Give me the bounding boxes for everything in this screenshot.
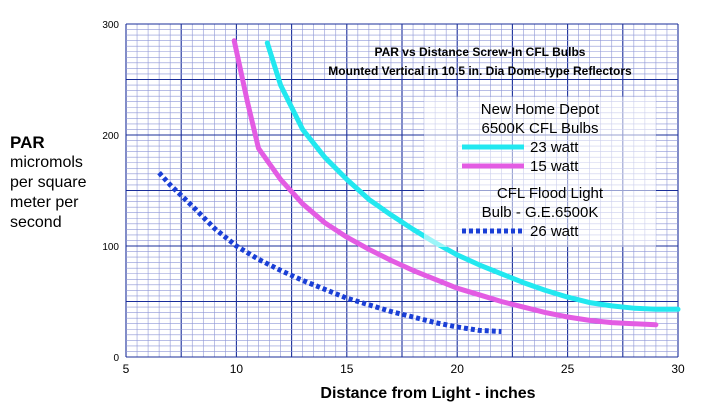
chart-title-line-2: Mounted Vertical in 10.5 in. Dia Dome-ty… (328, 64, 632, 78)
y-axis-label-line: PAR (10, 133, 45, 152)
y-axis-label-line: micromols (10, 154, 83, 171)
y-tick-label: 0 (113, 353, 119, 364)
chart-title-line-1: PAR vs Distance Screw-In CFL Bulbs (375, 45, 586, 59)
x-tick-label: 20 (451, 362, 465, 376)
legend: New Home Depot 6500K CFL Bulbs 23 watt 15… (424, 97, 656, 247)
legend-group2-title-line-2: Bulb - G.E.6500K (482, 204, 599, 221)
series-line-23-watt (264, 40, 681, 312)
y-axis-label-line: second (10, 214, 62, 231)
y-axis-label-line: meter per (10, 194, 79, 211)
legend-group1-title-line-1: New Home Depot (481, 101, 600, 118)
x-axis-label: Distance from Light - inches (320, 385, 535, 402)
series-lines (157, 38, 681, 334)
legend-label: 26 watt (530, 223, 579, 240)
legend-group1-title-line-2: 6500K CFL Bulbs (481, 120, 598, 137)
legend-group2-title-line-1: CFL Flood Light (497, 185, 604, 202)
y-axis-label: PAR micromols per square meter per secon… (10, 133, 120, 233)
x-tick-label: 10 (230, 362, 244, 376)
series-line-26-watt (157, 171, 502, 334)
x-tick-label: 5 (123, 362, 130, 376)
legend-label: 15 watt (530, 158, 579, 175)
legend-background (424, 97, 656, 247)
y-tick-label: 300 (102, 20, 119, 31)
x-tick-label: 15 (340, 362, 354, 376)
y-axis-label-line: per square (10, 174, 87, 191)
legend-label: 23 watt (530, 139, 579, 156)
y-tick-label: 100 (102, 242, 119, 253)
x-tick-label: 25 (561, 362, 575, 376)
series-line-15-watt (231, 38, 659, 328)
x-tick-label: 30 (671, 362, 685, 376)
legend-entries: 23 watt 15 watt 26 watt (462, 139, 579, 240)
y-tick-label: 200 (102, 131, 119, 142)
